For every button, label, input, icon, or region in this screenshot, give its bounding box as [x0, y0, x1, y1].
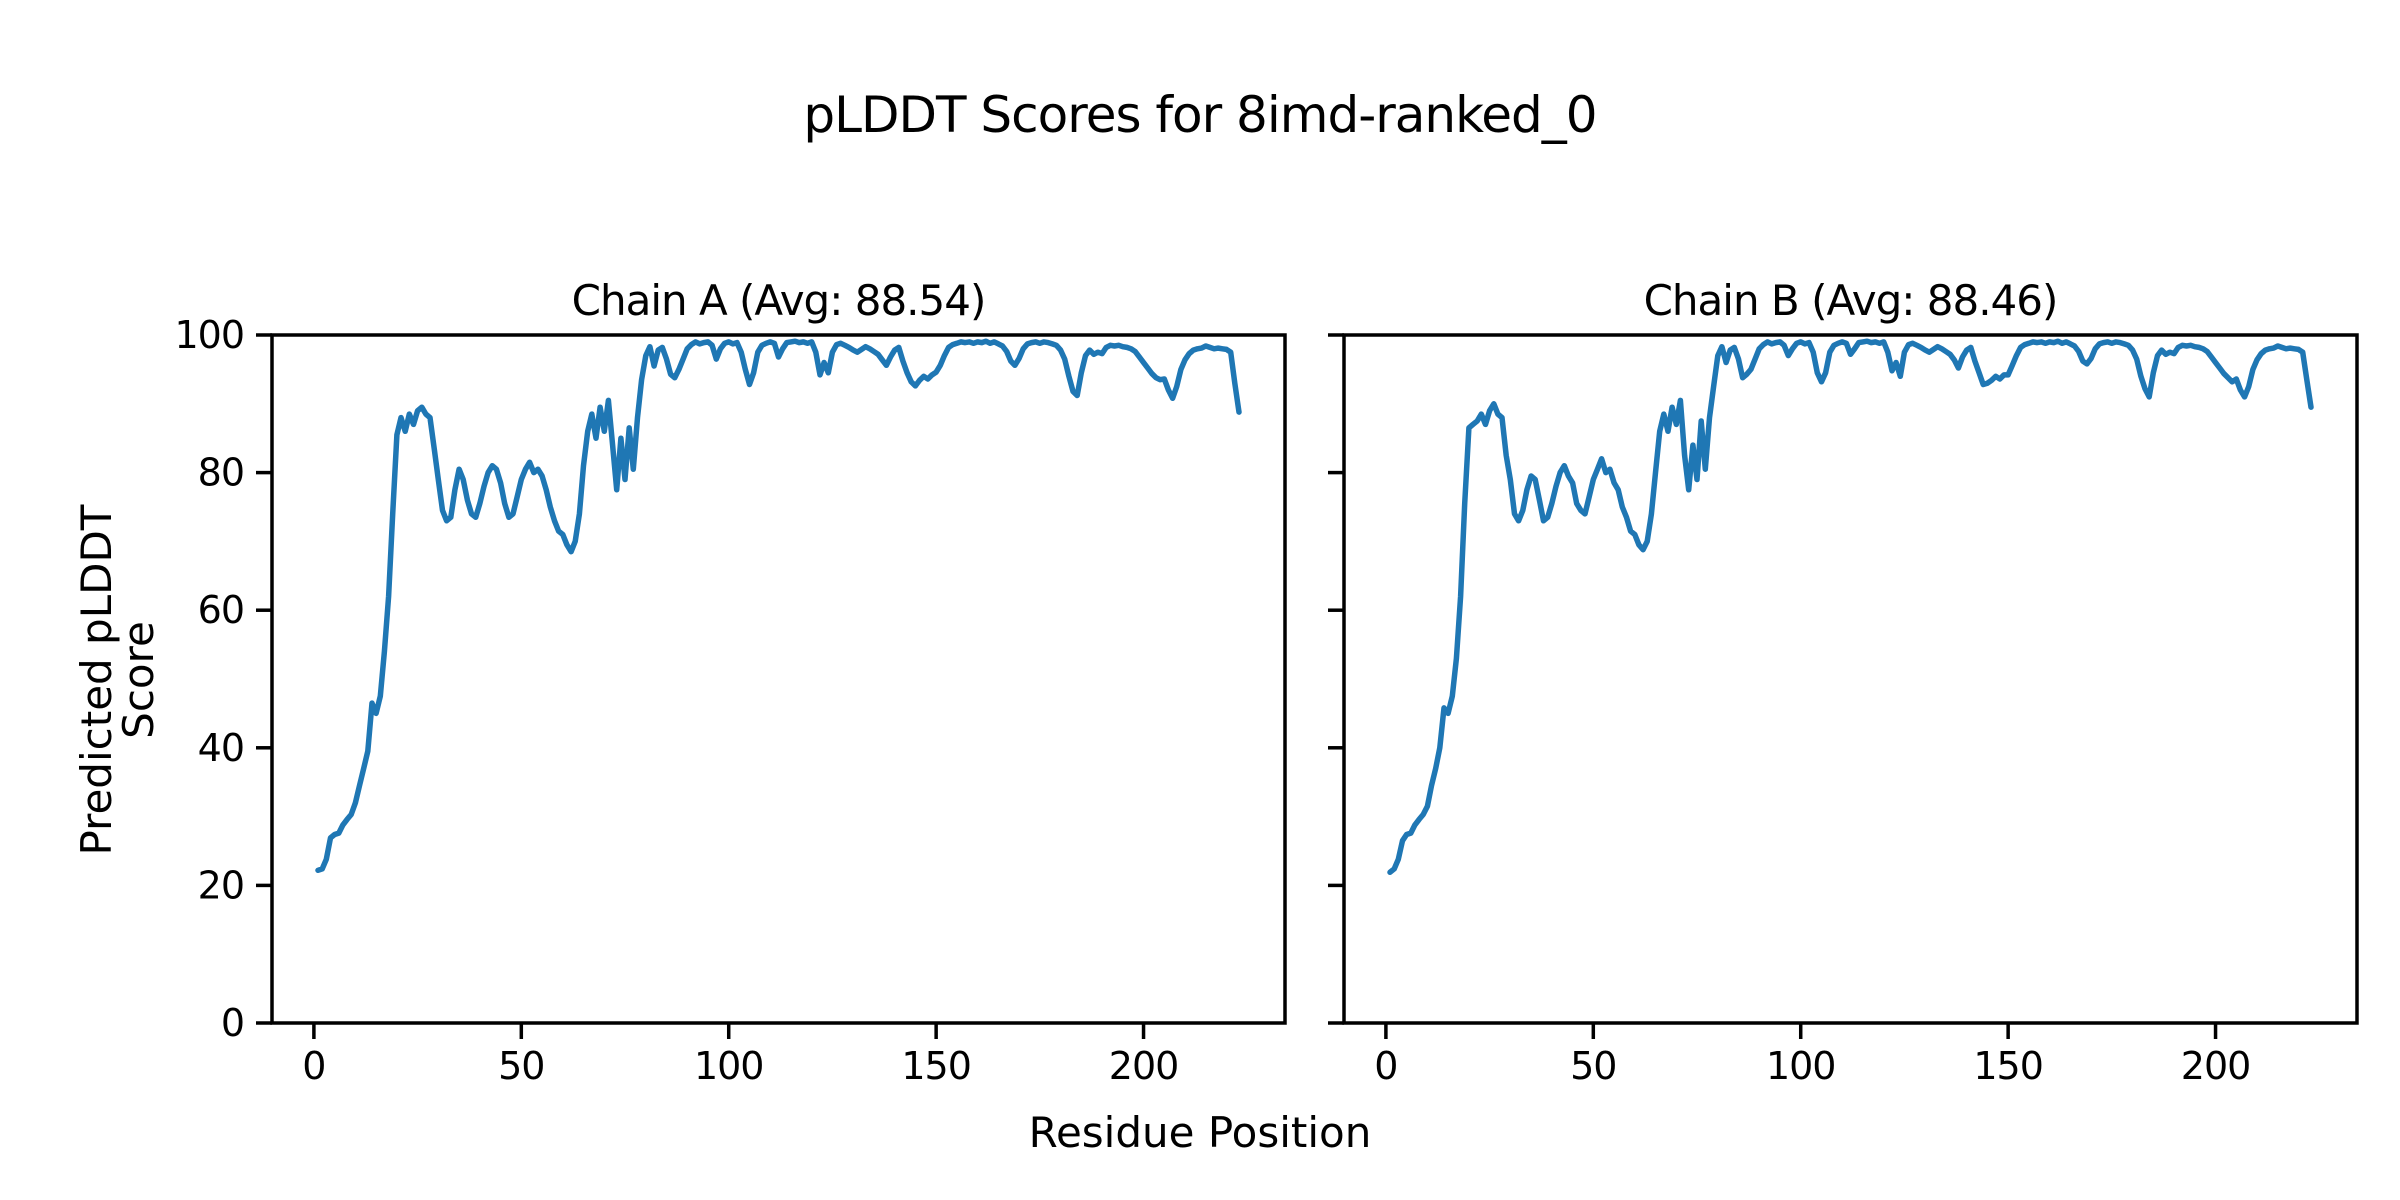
x-tick-label: 0 [1374, 1044, 1397, 1088]
y-tick-label: 40 [198, 726, 244, 770]
plddt-line [1387, 338, 2314, 876]
x-tick-label: 50 [498, 1044, 544, 1088]
subplot-b-title: Chain B (Avg: 88.46) [1643, 276, 2059, 325]
x-axis-label: Residue Position [1028, 1108, 1372, 1157]
x-tick-label: 0 [302, 1044, 325, 1088]
subplot-a-title: Chain A (Avg: 88.54) [571, 276, 987, 325]
x-tick-label: 150 [1973, 1044, 2043, 1088]
figure-title: pLDDT Scores for 8imd-ranked_0 [803, 86, 1597, 144]
y-tick-label: 20 [198, 863, 244, 907]
x-tick-label: 200 [2181, 1044, 2251, 1088]
x-tick-label: 50 [1570, 1044, 1616, 1088]
x-tick-label: 150 [901, 1044, 971, 1088]
x-tick-label: 200 [1109, 1044, 1179, 1088]
axes-frame [1342, 333, 2359, 1025]
y-tick-label: 80 [198, 451, 244, 495]
y-tick-label: 100 [174, 313, 244, 357]
y-tick-label: 60 [198, 588, 244, 632]
plddt-line [315, 338, 1242, 874]
axes-frame [270, 333, 1287, 1025]
y-tick-label: 0 [221, 1001, 244, 1045]
x-tick-label: 100 [1766, 1044, 1836, 1088]
x-tick-label: 100 [694, 1044, 764, 1088]
